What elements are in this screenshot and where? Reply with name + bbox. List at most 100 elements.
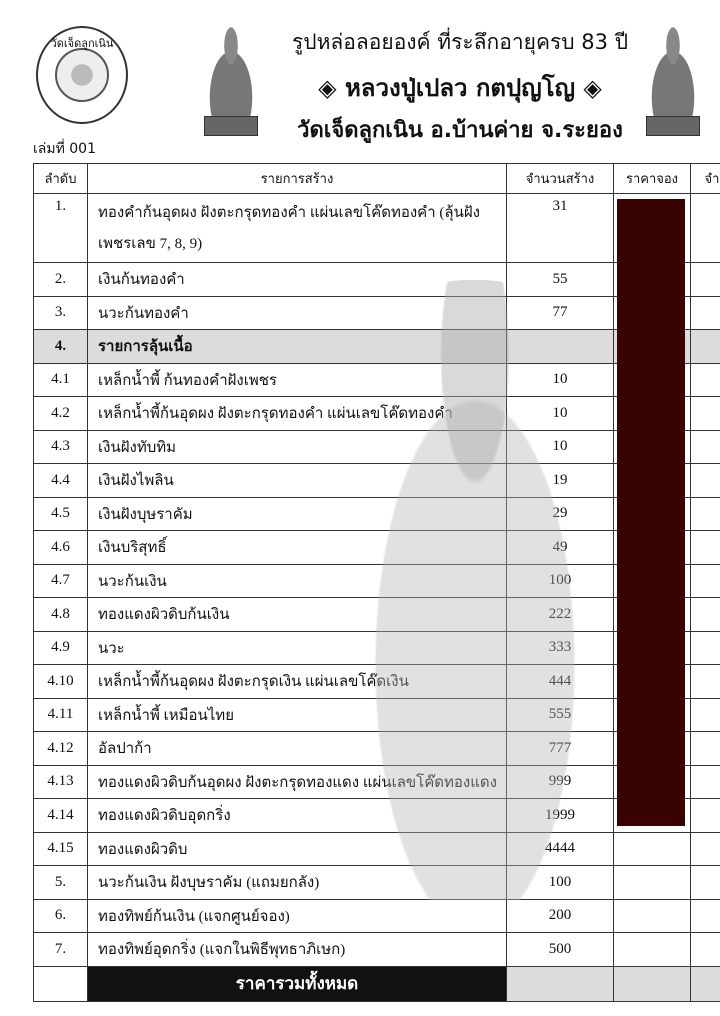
row-quantity: 10: [506, 396, 614, 431]
row-item: เหล็กน้ำพี้ก้นอุดผง ฝังตะกรุดทองคำ แผ่นเ…: [87, 396, 507, 431]
row-quantity: 49: [506, 530, 614, 565]
total-price-cell[interactable]: [613, 965, 691, 1002]
table-row: 4.3 เงินฝังทับทิม 10: [33, 429, 720, 464]
row-amount-cell[interactable]: [690, 262, 720, 297]
row-item: ทองแดงผิวดิบก้นเงิน: [87, 597, 507, 632]
row-quantity: 77: [506, 295, 614, 330]
row-number: 4.13: [33, 764, 88, 799]
row-item: ทองทิพย์ก้นเงิน (แจกศูนย์จอง): [87, 898, 507, 933]
row-amount-cell[interactable]: [690, 664, 720, 699]
title-line-1: รูปหล่อลอยองค์ ที่ระลึกอายุครบ 83 ปี: [291, 30, 629, 54]
row-amount-cell[interactable]: [690, 798, 720, 833]
row-number: 4.10: [33, 664, 88, 699]
row-quantity: [506, 329, 614, 364]
row-quantity: 200: [506, 898, 614, 933]
row-quantity: 29: [506, 496, 614, 531]
row-item: นวะ: [87, 630, 507, 665]
row-number: 4.12: [33, 731, 88, 766]
row-quantity: 19: [506, 463, 614, 498]
row-amount-cell[interactable]: [690, 932, 720, 967]
statue-back-image: [640, 26, 706, 136]
dharma-wheel-emblem: [55, 48, 109, 102]
col-header-amount: จำ: [690, 163, 720, 194]
title-monk-name: ◈ หลวงปู่เปลว กตปุญโญ ◈: [318, 74, 602, 102]
row-number: 4.7: [33, 563, 88, 598]
row-amount-cell[interactable]: [690, 463, 720, 498]
row-amount-cell[interactable]: [690, 597, 720, 632]
row-item: เหล็กน้ำพี้ เหมือนไทย: [87, 697, 507, 732]
row-number: 4.3: [33, 429, 88, 464]
table-row: 4.14 ทองแดงผิวดิบอุดกริ่ง 1999: [33, 798, 720, 833]
col-header-no: ลำดับ: [33, 163, 88, 194]
row-number: 4.9: [33, 630, 88, 665]
row-amount-cell[interactable]: [690, 731, 720, 766]
total-label: ราคารวมทั้งหมด: [87, 965, 507, 1002]
row-price-cell[interactable]: [613, 865, 691, 900]
row-quantity: 500: [506, 932, 614, 967]
row-quantity: 555: [506, 697, 614, 732]
row-item: อัลปาก้า: [87, 731, 507, 766]
table-row: 4.11 เหล็กน้ำพี้ เหมือนไทย 555: [33, 697, 720, 732]
row-amount-cell[interactable]: [690, 429, 720, 464]
row-amount-cell[interactable]: [690, 630, 720, 665]
row-amount-cell[interactable]: [690, 898, 720, 933]
row-price-cell[interactable]: [613, 831, 691, 866]
row-number: 3.: [33, 295, 88, 330]
row-item: ทองแดงผิวดิบอุดกริ่ง: [87, 798, 507, 833]
row-item: เงินบริสุทธิ์: [87, 530, 507, 565]
row-item: ทองแดงผิวดิบก้นอุดผง ฝังตะกรุดทองแดง แผ่…: [87, 764, 507, 799]
row-amount-cell[interactable]: [690, 697, 720, 732]
row-quantity: 444: [506, 664, 614, 699]
col-header-qty: จำนวนสร้าง: [506, 163, 614, 194]
row-number: 4.: [33, 329, 88, 364]
row-item: นวะก้นเงิน ฝังบุษราคัม (แถมยกลัง): [87, 865, 507, 900]
row-quantity: 10: [506, 362, 614, 397]
row-number: 4.2: [33, 396, 88, 431]
row-item: ทองคำก้นอุดผง ฝังตะกรุดทองคำ แผ่นเลขโค๊ด…: [87, 193, 507, 263]
row-item: รายการลุ้นเนื้อ: [87, 329, 507, 364]
row-amount-cell[interactable]: [690, 295, 720, 330]
row-number: 4.14: [33, 798, 88, 833]
row-quantity: 4444: [506, 831, 614, 866]
row-number: 6.: [33, 898, 88, 933]
row-amount-cell[interactable]: [690, 831, 720, 866]
row-quantity: 999: [506, 764, 614, 799]
row-number: 1.: [33, 193, 88, 263]
row-quantity: 777: [506, 731, 614, 766]
row-amount-cell[interactable]: [690, 362, 720, 397]
row-item: เงินฝังไพลิน: [87, 463, 507, 498]
total-qty-cell: [506, 965, 614, 1002]
row-item: เงินฝังบุษราคัม: [87, 496, 507, 531]
table-row: 4.15 ทองแดงผิวดิบ 4444: [33, 831, 720, 866]
row-amount-cell[interactable]: [690, 563, 720, 598]
row-price-cell[interactable]: [613, 932, 691, 967]
row-item: นวะก้นทองคำ: [87, 295, 507, 330]
total-amount-cell[interactable]: [690, 965, 720, 1002]
table-row: 7. ทองทิพย์อุดกริ่ง (แจกในพิธีพุทธาภิเษก…: [33, 932, 720, 967]
row-amount-cell[interactable]: [690, 530, 720, 565]
row-item: ทองทิพย์อุดกริ่ง (แจกในพิธีพุทธาภิเษก): [87, 932, 507, 967]
row-item: เหล็กน้ำพี้ก้นอุดผง ฝังตะกรุดเงิน แผ่นเล…: [87, 664, 507, 699]
row-number: 5.: [33, 865, 88, 900]
row-number: 4.8: [33, 597, 88, 632]
row-quantity: 31: [506, 193, 614, 263]
row-amount-cell[interactable]: [690, 865, 720, 900]
col-header-price: ราคาจอง: [613, 163, 691, 194]
statue-front-image: [198, 26, 264, 136]
row-quantity: 1999: [506, 798, 614, 833]
row-number: 4.15: [33, 831, 88, 866]
temple-logo: วัดเจ็ดลูกเนิน: [36, 26, 128, 124]
row-price-cell[interactable]: [613, 898, 691, 933]
table-row: 6. ทองทิพย์ก้นเงิน (แจกศูนย์จอง) 200: [33, 898, 720, 933]
row-amount-cell[interactable]: [690, 396, 720, 431]
row-quantity: 100: [506, 563, 614, 598]
row-amount-cell[interactable]: [690, 764, 720, 799]
row-item: เงินฝังทับทิม: [87, 429, 507, 464]
row-amount-cell[interactable]: [690, 496, 720, 531]
row-number: 7.: [33, 932, 88, 967]
row-amount-cell[interactable]: [690, 193, 720, 263]
row-quantity: 333: [506, 630, 614, 665]
row-amount-cell[interactable]: [690, 329, 720, 364]
table-row: 5. นวะก้นเงิน ฝังบุษราคัม (แถมยกลัง) 100: [33, 865, 720, 900]
row-number: 4.11: [33, 697, 88, 732]
